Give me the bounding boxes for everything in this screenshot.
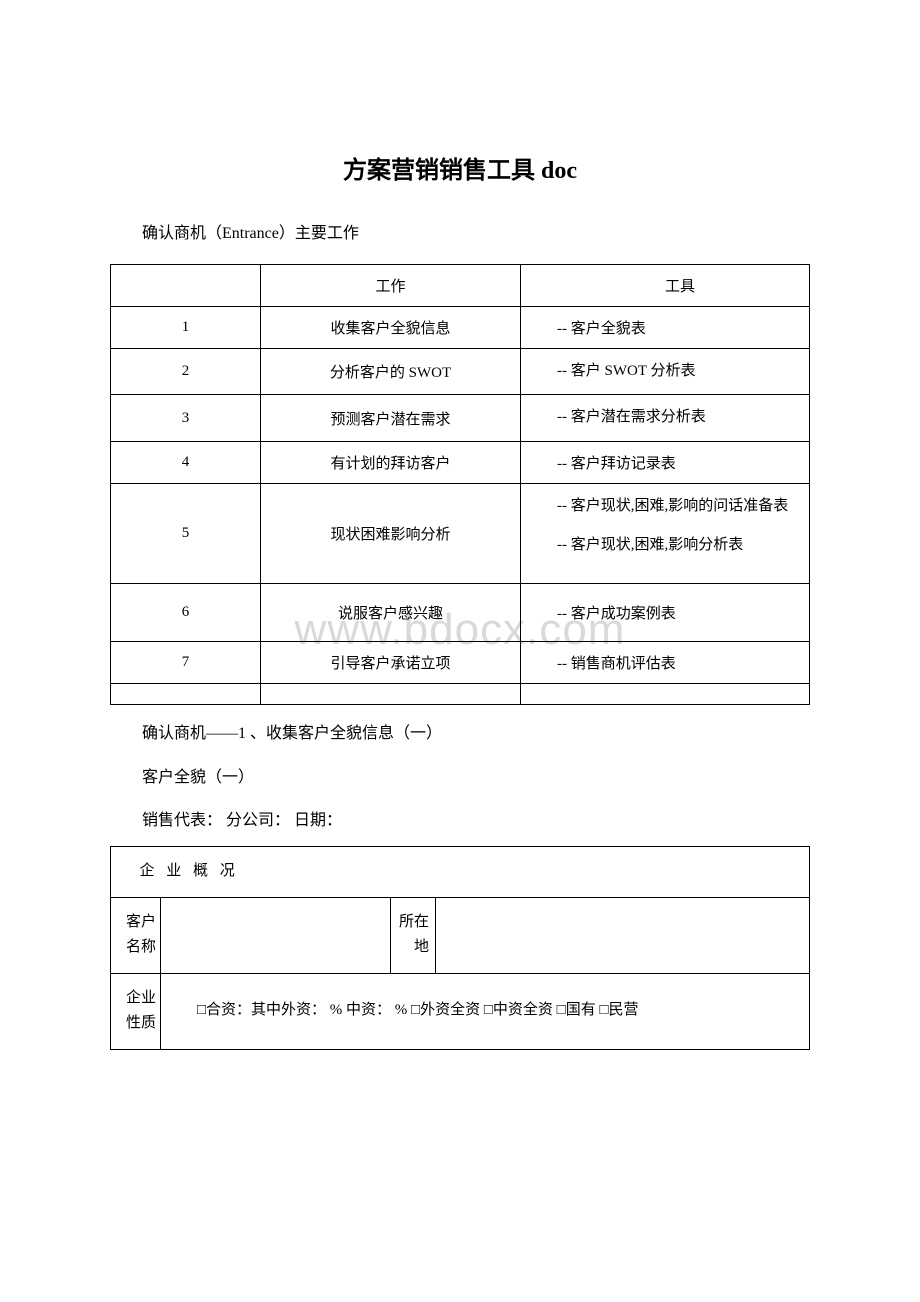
subtitle-text: 确认商机（Entrance）主要工作	[110, 220, 810, 249]
cell-work: 预测客户潜在需求	[261, 395, 521, 442]
table-empty-row	[111, 683, 810, 704]
main-work-table: 工作 工具 1 收集客户全貌信息 -- 客户全貌表 2 分析客户的 SWOT -…	[110, 264, 810, 705]
label-location: 所在地	[391, 897, 436, 973]
value-location	[436, 897, 810, 973]
cell-work: 分析客户的 SWOT	[261, 348, 521, 395]
table-row: 客户名称 所在地	[111, 897, 810, 973]
cell-tool: -- 销售商机评估表	[521, 641, 810, 683]
header-tool: 工具	[521, 264, 810, 306]
table-row: 7 引导客户承诺立项 -- 销售商机评估表	[111, 641, 810, 683]
cell-tool: -- 客户成功案例表	[521, 583, 810, 641]
cell-work: 现状困难影响分析	[261, 483, 521, 583]
table-row: 5 现状困难影响分析 -- 客户现状,困难,影响的问话准备表 -- 客户现状,困…	[111, 483, 810, 583]
value-customer-name	[161, 897, 391, 973]
cell-tool: -- 客户全貌表	[521, 306, 810, 348]
tool-line: -- 客户现状,困难,影响的问话准备表	[527, 494, 803, 520]
cell-num: 5	[111, 483, 261, 583]
table-header-row: 工作 工具	[111, 264, 810, 306]
table-row: 1 收集客户全貌信息 -- 客户全貌表	[111, 306, 810, 348]
cell-num: 4	[111, 441, 261, 483]
cell-tool: -- 客户现状,困难,影响的问话准备表 -- 客户现状,困难,影响分析表	[521, 483, 810, 583]
cell-num: 1	[111, 306, 261, 348]
cell-work: 说服客户感兴趣	[261, 583, 521, 641]
cell-work: 有计划的拜访客户	[261, 441, 521, 483]
section2-line3: 销售代表： 分公司： 日期：	[110, 807, 810, 836]
cell-num: 2	[111, 348, 261, 395]
page-title: 方案营销销售工具 doc	[110, 150, 810, 185]
cell-work: 收集客户全貌信息	[261, 306, 521, 348]
table1-container: 工作 工具 1 收集客户全貌信息 -- 客户全貌表 2 分析客户的 SWOT -…	[110, 264, 810, 705]
header-work: 工作	[261, 264, 521, 306]
cell-tool: -- 客户 SWOT 分析表	[521, 348, 810, 395]
section2-line2: 客户全貌（一）	[110, 764, 810, 793]
value-enterprise-type: □合资：其中外资： % 中资： % □外资全资 □中资全资 □国有 □民营	[161, 973, 810, 1049]
table-row: 企业性质 □合资：其中外资： % 中资： % □外资全资 □中资全资 □国有 □…	[111, 973, 810, 1049]
empty-cell	[111, 683, 261, 704]
cell-tool: -- 客户潜在需求分析表	[521, 395, 810, 442]
label-enterprise-type: 企业性质	[111, 973, 161, 1049]
section-header-cell: 企 业 概 况	[111, 847, 810, 898]
header-num	[111, 264, 261, 306]
customer-overview-table: 企 业 概 况 客户名称 所在地 企业性质 □合资：其中外资： % 中资： % …	[110, 846, 810, 1050]
table-row: 3 预测客户潜在需求 -- 客户潜在需求分析表	[111, 395, 810, 442]
cell-work: 引导客户承诺立项	[261, 641, 521, 683]
label-customer-name: 客户名称	[111, 897, 161, 973]
table-row: 6 说服客户感兴趣 -- 客户成功案例表	[111, 583, 810, 641]
empty-cell	[261, 683, 521, 704]
section2-line1: 确认商机——1 、收集客户全貌信息（一）	[110, 720, 810, 749]
tool-line: -- 客户现状,困难,影响分析表	[527, 533, 803, 559]
empty-cell	[521, 683, 810, 704]
table-row: 2 分析客户的 SWOT -- 客户 SWOT 分析表	[111, 348, 810, 395]
cell-num: 3	[111, 395, 261, 442]
cell-tool: -- 客户拜访记录表	[521, 441, 810, 483]
cell-num: 7	[111, 641, 261, 683]
table-row: 企 业 概 况	[111, 847, 810, 898]
table-row: 4 有计划的拜访客户 -- 客户拜访记录表	[111, 441, 810, 483]
cell-num: 6	[111, 583, 261, 641]
